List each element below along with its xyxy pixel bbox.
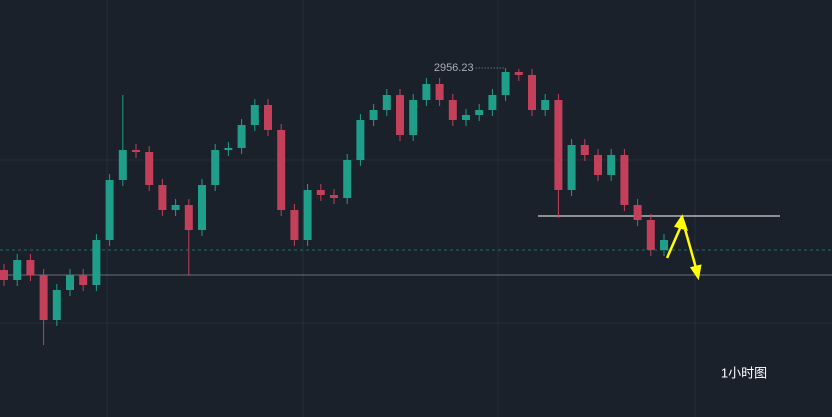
candle-body	[369, 110, 378, 120]
candle-body	[224, 148, 233, 150]
candle-body	[567, 145, 576, 190]
candles	[0, 68, 668, 345]
candle-body	[475, 110, 484, 115]
candle-body	[396, 95, 404, 135]
candle-body	[541, 100, 550, 110]
candle-body	[184, 205, 193, 230]
arrow-up	[665, 225, 683, 259]
candle-body	[132, 150, 140, 152]
candle-body	[79, 275, 88, 285]
candle-body	[448, 100, 457, 120]
candle-body	[92, 240, 101, 285]
candle-body	[356, 120, 365, 160]
candle-body	[646, 220, 655, 250]
arrow-down	[681, 221, 698, 269]
candle-body	[66, 275, 74, 290]
candle-body	[145, 152, 154, 185]
candle-body	[462, 115, 470, 120]
candle-body	[422, 84, 431, 100]
candle-body	[0, 270, 8, 280]
candle-body	[250, 105, 259, 125]
candle-body	[198, 185, 206, 230]
candle-body	[580, 145, 589, 155]
candle-body	[633, 205, 642, 220]
candle-body	[435, 84, 444, 100]
candle-body	[620, 155, 629, 205]
candle-body	[528, 75, 536, 110]
candle-body	[501, 72, 510, 95]
candle-body	[409, 100, 418, 135]
candle-body	[158, 185, 167, 210]
candle-body	[303, 190, 312, 240]
candle-body	[237, 125, 246, 148]
candle-body	[26, 260, 35, 275]
candle-body	[264, 105, 272, 130]
arrows	[665, 214, 702, 281]
candle-body	[316, 190, 325, 195]
candle-body	[514, 72, 523, 75]
candle-body	[607, 155, 616, 175]
candle-body	[330, 195, 338, 198]
candle-body	[290, 210, 299, 240]
candle-body	[118, 150, 127, 180]
candle-body	[554, 100, 563, 190]
caption: 1小时图	[721, 365, 767, 380]
max-label: 2956.23	[434, 62, 474, 74]
candle-body	[39, 275, 48, 320]
candle-body	[52, 290, 61, 320]
candle-body	[277, 130, 286, 210]
candle-body	[171, 205, 180, 210]
candle-body	[343, 160, 352, 198]
candle-body	[105, 180, 114, 240]
candle-body	[13, 260, 22, 280]
candle-body	[211, 150, 220, 185]
candle-body	[382, 95, 391, 110]
arrow-head	[689, 264, 702, 281]
candle-body	[660, 240, 668, 250]
candle-body	[594, 155, 602, 175]
candle-body	[488, 95, 497, 110]
